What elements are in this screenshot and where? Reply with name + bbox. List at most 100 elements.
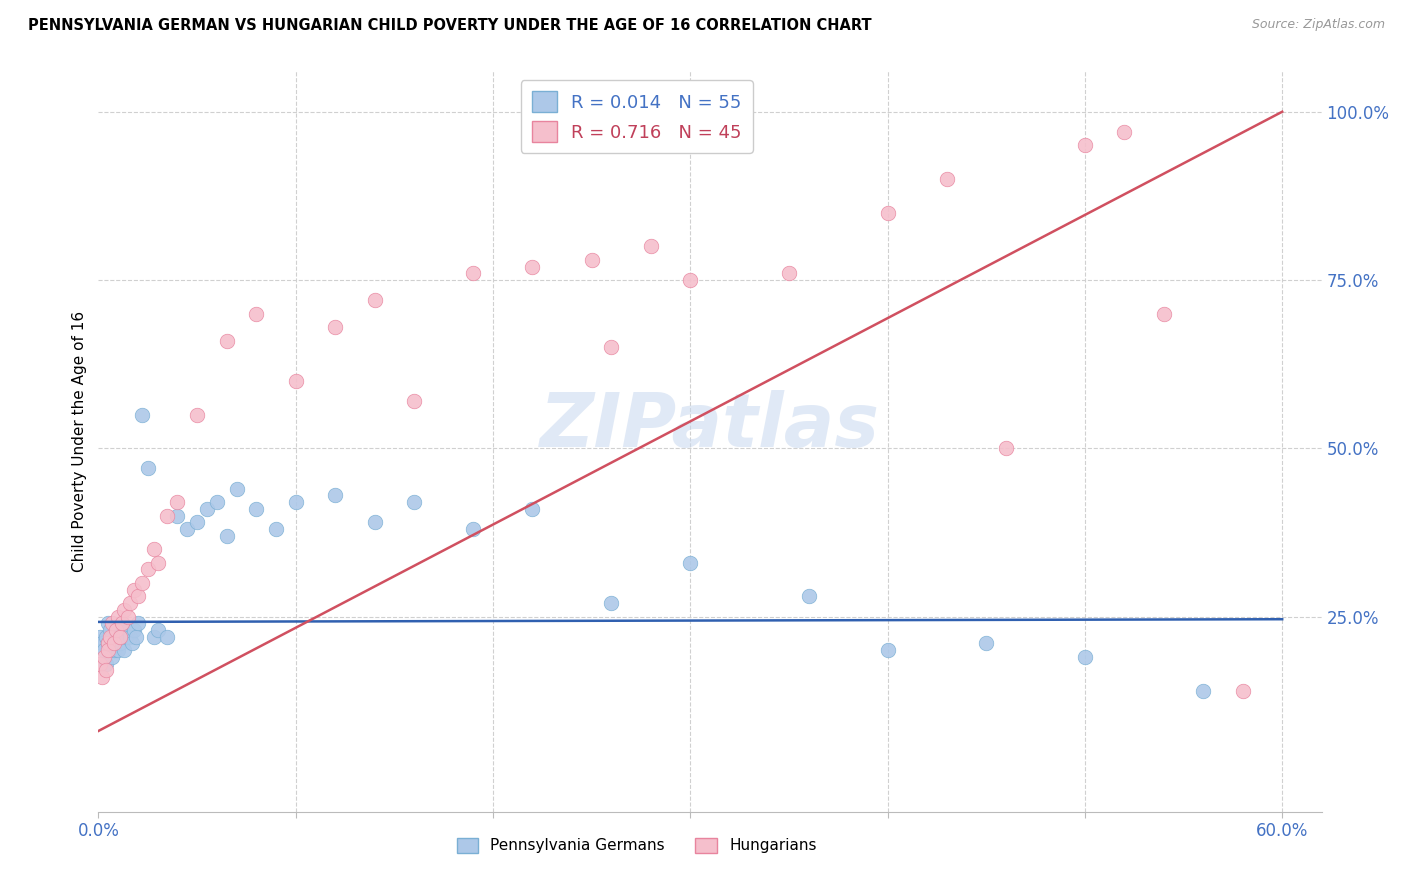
Point <box>186 408 208 422</box>
Point <box>522 501 544 516</box>
Point <box>215 529 238 543</box>
Point <box>778 266 800 280</box>
Point <box>93 643 115 657</box>
Point <box>115 630 138 644</box>
Point <box>935 172 957 186</box>
Point <box>522 260 544 274</box>
Point <box>107 630 129 644</box>
Point <box>91 670 114 684</box>
Point <box>107 609 129 624</box>
Point <box>156 630 179 644</box>
Point <box>105 623 128 637</box>
Point <box>98 623 121 637</box>
Point <box>98 630 121 644</box>
Point <box>97 636 120 650</box>
Point <box>127 616 149 631</box>
Point <box>323 488 346 502</box>
Point <box>118 630 141 644</box>
Point <box>96 657 118 671</box>
Point <box>108 630 131 644</box>
Point <box>146 623 169 637</box>
Point <box>89 657 111 671</box>
Point <box>176 522 198 536</box>
Point <box>103 636 125 650</box>
Point <box>463 266 485 280</box>
Point <box>797 590 820 604</box>
Point <box>125 630 148 644</box>
Point <box>195 501 218 516</box>
Point <box>131 575 153 590</box>
Point <box>876 643 898 657</box>
Point <box>127 590 149 604</box>
Point <box>91 636 114 650</box>
Point <box>93 649 115 664</box>
Point <box>103 643 125 657</box>
Point <box>323 320 346 334</box>
Point <box>108 636 131 650</box>
Point <box>117 609 139 624</box>
Point <box>404 394 426 409</box>
Point <box>463 522 485 536</box>
Point <box>1232 683 1254 698</box>
Point <box>112 643 135 657</box>
Point <box>1074 138 1097 153</box>
Point <box>108 630 131 644</box>
Point <box>96 630 118 644</box>
Point <box>117 623 139 637</box>
Text: Source: ZipAtlas.com: Source: ZipAtlas.com <box>1251 18 1385 31</box>
Y-axis label: Child Poverty Under the Age of 16: Child Poverty Under the Age of 16 <box>72 311 87 572</box>
Point <box>679 556 702 570</box>
Point <box>142 542 165 557</box>
Point <box>97 636 120 650</box>
Point <box>97 616 120 631</box>
Point <box>264 522 287 536</box>
Point <box>105 623 128 637</box>
Point <box>600 340 623 354</box>
Point <box>142 630 165 644</box>
Point <box>994 442 1017 456</box>
Point <box>107 643 129 657</box>
Point <box>105 636 128 650</box>
Point <box>112 603 135 617</box>
Point <box>97 643 120 657</box>
Point <box>581 252 603 267</box>
Point <box>166 495 188 509</box>
Point <box>215 334 238 348</box>
Point <box>111 616 134 631</box>
Point <box>876 205 898 219</box>
Point <box>131 408 153 422</box>
Point <box>245 501 267 516</box>
Point <box>245 307 267 321</box>
Text: ZIPatlas: ZIPatlas <box>540 390 880 463</box>
Point <box>156 508 179 523</box>
Point <box>404 495 426 509</box>
Point <box>1192 683 1215 698</box>
Point <box>103 636 125 650</box>
Legend: Pennsylvania Germans, Hungarians: Pennsylvania Germans, Hungarians <box>450 831 823 860</box>
Point <box>98 643 121 657</box>
Point <box>118 596 141 610</box>
Point <box>146 556 169 570</box>
Point <box>101 649 124 664</box>
Point <box>136 562 159 576</box>
Point <box>363 293 385 308</box>
Point <box>640 239 662 253</box>
Point <box>284 495 307 509</box>
Text: PENNSYLVANIA GERMAN VS HUNGARIAN CHILD POVERTY UNDER THE AGE OF 16 CORRELATION C: PENNSYLVANIA GERMAN VS HUNGARIAN CHILD P… <box>28 18 872 33</box>
Point <box>1074 649 1097 664</box>
Point <box>186 516 208 530</box>
Point <box>89 630 111 644</box>
Point <box>122 582 145 597</box>
Point <box>974 636 997 650</box>
Point <box>284 374 307 388</box>
Point <box>136 461 159 475</box>
Point <box>205 495 228 509</box>
Point <box>1114 125 1136 139</box>
Point <box>96 664 118 678</box>
Point <box>121 636 143 650</box>
Point <box>101 616 124 631</box>
Point <box>600 596 623 610</box>
Point <box>363 516 385 530</box>
Point <box>225 482 247 496</box>
Point <box>111 616 134 631</box>
